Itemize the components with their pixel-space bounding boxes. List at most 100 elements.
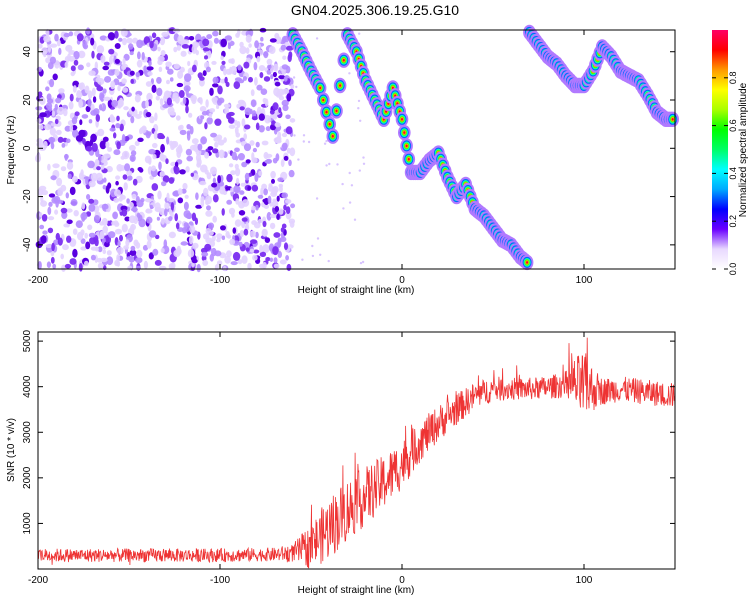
spectrogram-noise-cell bbox=[272, 246, 279, 256]
spectrogram-ridge-cell bbox=[325, 110, 328, 114]
spectrogram-noise-cell bbox=[254, 76, 258, 86]
spectrogram-noise-cell bbox=[233, 81, 241, 90]
spectrogram-noise-cell bbox=[191, 212, 197, 222]
spectrogram-noise-cell bbox=[212, 194, 219, 203]
spectrogram-noise-cell bbox=[108, 231, 116, 239]
spectrogram-noise-cell bbox=[85, 105, 91, 113]
spectrogram-noise-cell bbox=[295, 85, 298, 89]
spectrogram-noise-cell bbox=[135, 175, 143, 184]
spectrogram-noise-cell bbox=[85, 145, 93, 152]
spectrogram-noise-cell bbox=[207, 146, 214, 151]
spectrogram-noise-cell bbox=[61, 143, 66, 148]
spectrogram-noise-cell bbox=[46, 261, 52, 269]
spectrogram-noise-cell bbox=[202, 47, 210, 52]
spectrogram-noise-cell bbox=[182, 182, 188, 190]
spectrogram-noise-cell bbox=[50, 256, 55, 264]
spectrogram-noise-cell bbox=[95, 77, 102, 83]
spectrogram-noise-cell bbox=[204, 243, 212, 251]
spectrogram-noise-cell bbox=[307, 140, 311, 144]
spectrogram-noise-cell bbox=[135, 71, 141, 78]
spectrogram-noise-cell bbox=[106, 250, 112, 256]
spectrogram-noise-cell bbox=[201, 111, 208, 116]
spectrogram-noise-cell bbox=[90, 172, 98, 182]
spectrogram-noise-cell bbox=[130, 115, 135, 124]
spectrogram-noise-cell bbox=[241, 255, 248, 264]
spectrogram-noise-cell bbox=[66, 235, 72, 243]
spectrogram-noise-cell bbox=[185, 105, 189, 114]
spectrogram-noise-cell bbox=[202, 233, 210, 240]
spectrogram-noise-cell bbox=[224, 255, 231, 264]
spectrogram-noise-cell bbox=[276, 195, 280, 202]
snr-series bbox=[37, 337, 676, 569]
spectrogram-noise-cell bbox=[232, 227, 237, 234]
spectrogram-noise-cell bbox=[132, 206, 138, 213]
colorbar-ticks: 0.0 0.2 0.4 0.6 0.8 bbox=[712, 72, 738, 275]
spectrogram-noise-cell bbox=[251, 220, 257, 226]
spectrogram-noise-cell bbox=[186, 132, 191, 141]
spectrogram-noise-cell bbox=[157, 190, 162, 200]
spectrogram-noise-cell bbox=[237, 28, 241, 36]
spectrogram-noise-cell bbox=[109, 127, 116, 132]
spectrogram-noise-cell bbox=[280, 44, 287, 51]
spectrogram-noise-cell bbox=[99, 231, 105, 240]
spectrogram-noise-cell bbox=[170, 202, 175, 211]
spectrogram-noise-cell bbox=[211, 182, 218, 188]
spectrogram-noise-cell bbox=[57, 237, 63, 246]
spectrogram-noise-cell bbox=[260, 36, 264, 42]
spectrogram-noise-cell bbox=[221, 235, 226, 241]
spectrogram-noise-cell bbox=[176, 45, 181, 51]
spectrogram-noise-cell bbox=[55, 97, 62, 104]
spectrogram-noise-cell bbox=[283, 75, 288, 82]
spectrogram-noise-cell bbox=[78, 82, 83, 90]
spectrogram-noise-cell bbox=[241, 199, 250, 207]
spectrogram-noise-cell bbox=[118, 97, 124, 106]
spectrogram-noise-cell bbox=[288, 169, 295, 178]
spectrogram-noise-cell bbox=[196, 158, 202, 166]
spectrogram-noise-cell bbox=[212, 177, 216, 184]
spectrogram-noise-cell bbox=[214, 141, 219, 148]
spectrogram-noise-cell bbox=[79, 119, 83, 126]
spectrogram-noise-cell bbox=[159, 98, 164, 106]
spectrogram-noise-cell bbox=[199, 106, 207, 112]
spectrogram-x-tick-label: 0 bbox=[399, 275, 405, 286]
spectrogram-noise-cell bbox=[204, 151, 210, 159]
spectrogram-noise-cell bbox=[129, 249, 137, 256]
spectrogram-noise-cell bbox=[245, 47, 250, 54]
spectrogram-noise-cell bbox=[113, 132, 117, 139]
spectrogram-noise-cell bbox=[49, 127, 57, 136]
spectrogram-noise-cell bbox=[252, 249, 260, 254]
spectrogram-noise-cell bbox=[222, 190, 228, 195]
spectrogram-frame bbox=[37, 29, 676, 270]
spectrogram-noise-cell bbox=[241, 161, 248, 168]
spectrogram-noise-cell bbox=[280, 159, 285, 168]
spectrogram-noise-cell bbox=[146, 66, 154, 71]
spectrogram-noise-cell bbox=[257, 219, 263, 224]
spectrogram-noise-cell bbox=[102, 225, 108, 234]
spectrogram-noise-cell bbox=[45, 244, 53, 248]
spectrogram-heatmap bbox=[35, 24, 679, 273]
spectrogram-noise-cell bbox=[85, 176, 89, 186]
spectrogram-y-tick-label: -20 bbox=[22, 189, 33, 204]
spectrogram-noise-cell bbox=[85, 241, 91, 250]
spectrogram-noise-cell bbox=[116, 141, 121, 150]
spectrogram-noise-cell bbox=[210, 166, 217, 175]
spectrogram-noise-cell bbox=[119, 234, 123, 242]
spectrogram-noise-cell bbox=[362, 162, 366, 165]
snr-y-tick-label: 2000 bbox=[22, 466, 33, 489]
spectrogram-noise-cell bbox=[188, 36, 195, 41]
spectrogram-noise-cell bbox=[191, 138, 199, 145]
spectrogram-noise-cell bbox=[204, 122, 208, 130]
spectrogram-noise-cell bbox=[97, 128, 105, 137]
spectrogram-noise-cell bbox=[129, 51, 134, 56]
spectrogram-noise-cell bbox=[254, 40, 259, 49]
spectrogram-noise-cell bbox=[216, 233, 223, 240]
spectrogram-noise-cell bbox=[154, 112, 158, 121]
spectrogram-noise-cell bbox=[162, 175, 170, 183]
spectrogram-noise-cell bbox=[41, 47, 48, 55]
spectrogram-noise-cell bbox=[251, 184, 259, 192]
spectrogram-noise-cell bbox=[132, 178, 138, 186]
spectrogram-noise-cell bbox=[325, 164, 328, 167]
spectrogram-noise-cell bbox=[122, 58, 126, 66]
spectrogram-x-tick-label: -200 bbox=[28, 275, 48, 286]
spectrogram-noise-cell bbox=[202, 70, 207, 77]
